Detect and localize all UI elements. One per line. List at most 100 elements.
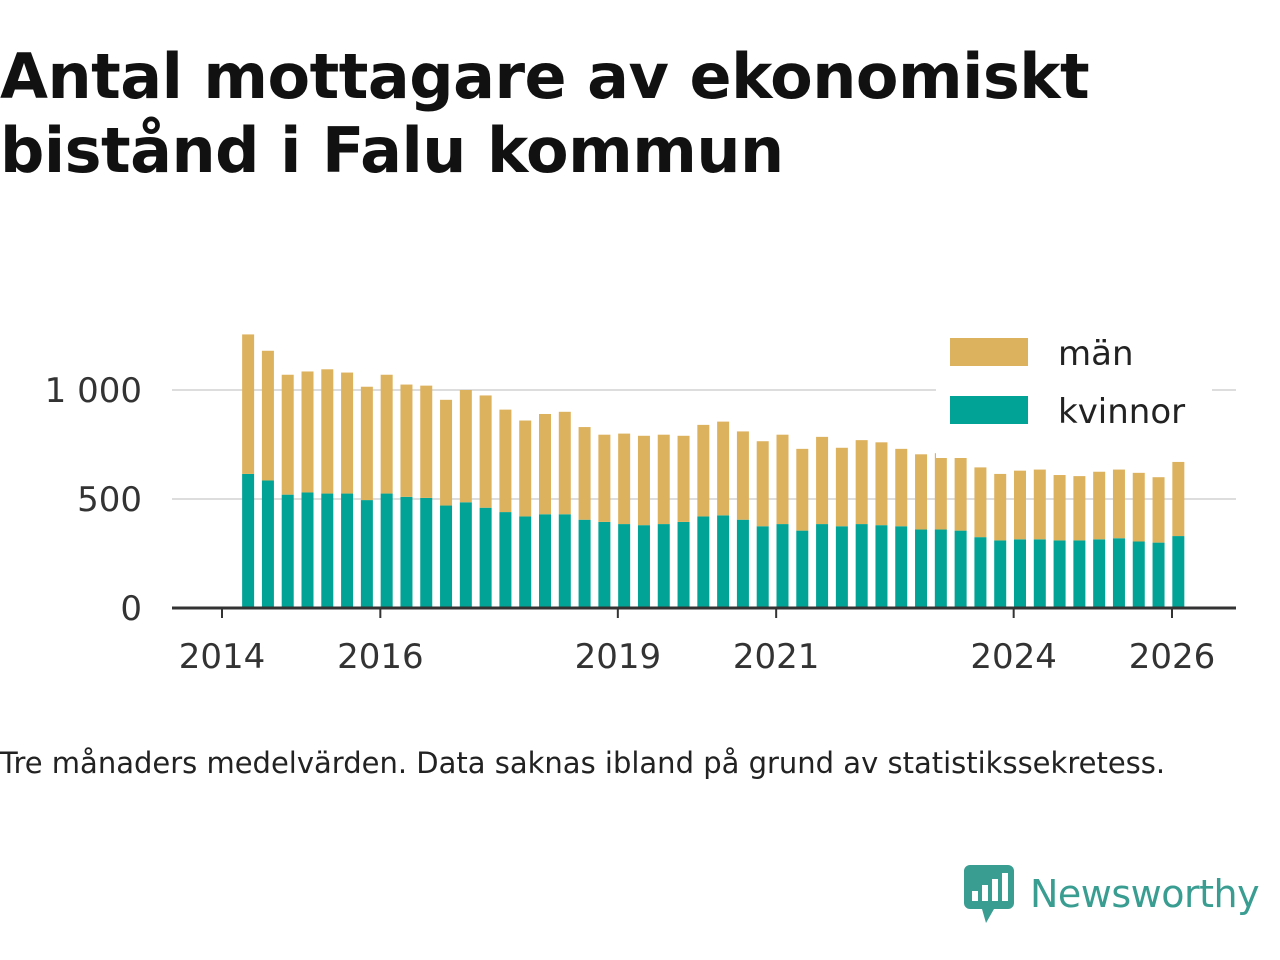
bar-kvinnor xyxy=(677,521,690,608)
bar-man xyxy=(1132,472,1145,542)
bar-kvinnor xyxy=(657,524,670,608)
chart-caption: Tre månaders medelvärden. Data saknas ib… xyxy=(0,746,1166,780)
bar-man xyxy=(400,384,413,497)
legend-label: kvinnor xyxy=(1058,392,1185,432)
stacked-bar-chart: 0 500 1 000 2014 2016 2019 2021 2024 2026 män kvi… xyxy=(45,326,1236,677)
bar-kvinnor xyxy=(974,537,987,608)
bar-man xyxy=(618,433,631,525)
bars xyxy=(242,334,1185,608)
legend-swatch xyxy=(950,396,1028,424)
bar-kvinnor xyxy=(816,524,829,608)
bar-kvinnor xyxy=(479,507,492,608)
bar-man xyxy=(875,442,888,526)
bar-kvinnor xyxy=(1093,539,1106,608)
bar-kvinnor xyxy=(1033,539,1046,608)
bar-kvinnor xyxy=(519,516,532,608)
bar-man xyxy=(895,448,908,527)
x-tick-label: 2016 xyxy=(337,637,424,677)
bar-kvinnor xyxy=(637,525,650,608)
bar-kvinnor xyxy=(1112,538,1125,608)
bar-man xyxy=(1014,470,1026,540)
bar-kvinnor xyxy=(301,492,314,608)
x-tick-label: 2019 xyxy=(575,637,662,677)
bar-man xyxy=(539,413,551,515)
bar-kvinnor xyxy=(1053,540,1066,608)
bar-man xyxy=(281,374,294,495)
bar-kvinnor xyxy=(558,514,571,608)
bar-kvinnor xyxy=(539,514,551,608)
bar-man xyxy=(242,334,255,474)
bar-kvinnor xyxy=(261,480,274,608)
bar-kvinnor xyxy=(855,524,868,608)
bar-kvinnor xyxy=(736,519,749,608)
bar-man xyxy=(420,385,433,498)
bar-kvinnor xyxy=(281,494,294,608)
bar-kvinnor xyxy=(598,521,611,608)
bar-kvinnor xyxy=(895,526,908,608)
bar-kvinnor xyxy=(360,500,373,608)
bar-kvinnor xyxy=(499,512,512,608)
bar-man xyxy=(1093,471,1106,540)
newsworthy-logo-icon xyxy=(964,865,1014,923)
bar-man xyxy=(1073,476,1086,541)
legend: män kvinnor xyxy=(936,326,1212,458)
bar-man xyxy=(994,473,1007,541)
bar-man xyxy=(974,467,987,538)
bar-man xyxy=(380,374,393,494)
bar-kvinnor xyxy=(954,530,967,608)
x-tick-label: 2024 xyxy=(970,637,1057,677)
bar-kvinnor xyxy=(776,524,789,608)
bar-man xyxy=(697,424,710,517)
x-tick-label: 2026 xyxy=(1129,637,1216,677)
bar-man xyxy=(756,441,769,527)
bar-kvinnor xyxy=(875,525,888,608)
bar-kvinnor xyxy=(380,493,393,608)
bar-kvinnor xyxy=(242,473,255,608)
bar-man xyxy=(1033,469,1046,540)
bar-kvinnor xyxy=(934,529,947,608)
bar-man xyxy=(360,386,373,501)
bar-man xyxy=(341,372,354,494)
y-tick-label: 0 xyxy=(120,589,142,629)
bar-man xyxy=(1112,469,1125,539)
bar-man xyxy=(321,369,334,494)
bar-man xyxy=(717,421,730,516)
brand-name: Newsworthy xyxy=(1030,872,1260,916)
legend-label: män xyxy=(1058,334,1134,374)
bar-man xyxy=(835,447,848,527)
bar-kvinnor xyxy=(618,524,631,608)
bar-kvinnor xyxy=(1172,536,1185,608)
x-tick-label: 2021 xyxy=(733,637,820,677)
bar-kvinnor xyxy=(341,493,354,608)
bar-kvinnor xyxy=(1132,541,1145,608)
bar-man xyxy=(915,454,928,530)
bar-man xyxy=(261,350,274,481)
bar-man xyxy=(499,409,512,513)
bar-kvinnor xyxy=(420,497,433,608)
bar-man xyxy=(1152,477,1165,543)
chart-title: Antal mottagare av ekonomiskt bistånd i … xyxy=(0,40,1090,187)
bar-kvinnor xyxy=(400,496,413,608)
legend-swatch xyxy=(950,338,1028,366)
bar-man xyxy=(479,395,492,508)
bar-kvinnor xyxy=(440,505,453,608)
bar-man xyxy=(459,390,472,503)
x-tick-label: 2014 xyxy=(179,637,266,677)
bar-kvinnor xyxy=(578,519,591,608)
bar-man xyxy=(934,453,947,530)
bar-man xyxy=(954,455,967,531)
bar-kvinnor xyxy=(717,515,730,608)
bar-man xyxy=(816,436,829,525)
bar-kvinnor xyxy=(321,493,334,608)
bar-man xyxy=(677,435,690,522)
bar-man xyxy=(1172,461,1185,537)
bar-man xyxy=(796,448,809,531)
axes: 0 500 1 000 2014 2016 2019 2021 2024 2026 xyxy=(45,371,1236,677)
bar-man xyxy=(1053,475,1066,541)
bar-kvinnor xyxy=(835,526,848,608)
bar-kvinnor xyxy=(1152,542,1165,608)
bar-kvinnor xyxy=(915,529,928,608)
bar-man xyxy=(519,420,532,517)
bar-kvinnor xyxy=(697,516,710,608)
bar-man xyxy=(736,431,749,520)
